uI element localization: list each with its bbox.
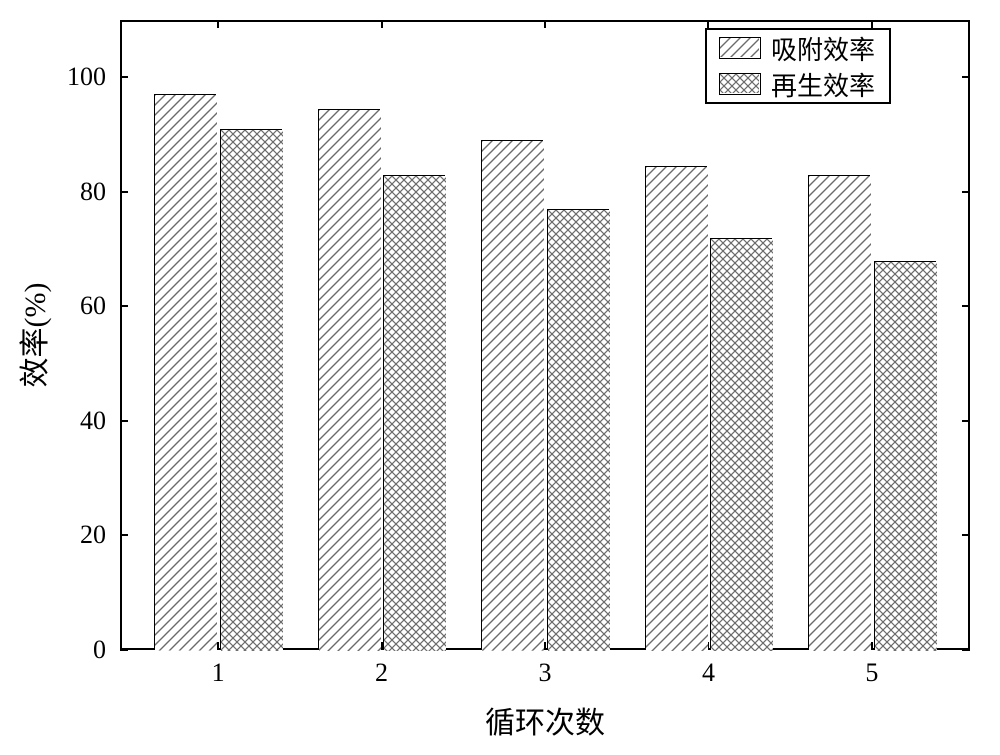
- x-tick-label: 3: [539, 658, 552, 688]
- x-tick: [871, 20, 873, 28]
- y-tick: [962, 534, 970, 536]
- y-tick-label: 20: [0, 520, 106, 550]
- x-axis-label: 循环次数: [485, 698, 605, 742]
- bar: [645, 166, 707, 650]
- legend: 吸附效率再生效率: [705, 28, 891, 104]
- y-tick: [962, 649, 970, 651]
- x-tick-label: 4: [702, 658, 715, 688]
- bar: [874, 261, 936, 650]
- y-tick: [120, 191, 128, 193]
- y-tick: [962, 191, 970, 193]
- y-axis-label: 效率(%): [10, 283, 54, 388]
- y-tick: [120, 420, 128, 422]
- bar: [154, 94, 216, 650]
- y-tick-label: 40: [0, 406, 106, 436]
- x-tick: [544, 20, 546, 28]
- bar: [318, 109, 380, 650]
- bar: [481, 140, 543, 650]
- bar: [383, 175, 445, 650]
- legend-item: 再生效率: [707, 66, 889, 102]
- bar: [547, 209, 609, 650]
- x-tick-label: 1: [212, 658, 225, 688]
- y-tick: [120, 649, 128, 651]
- bar: [808, 175, 870, 650]
- legend-label: 再生效率: [771, 66, 889, 103]
- bar-chart: 020406080100 12345 效率(%) 循环次数 吸附效率再生效率: [0, 0, 1000, 755]
- legend-swatch: [719, 73, 761, 95]
- x-tick: [381, 20, 383, 28]
- x-tick-label: 5: [865, 658, 878, 688]
- y-tick: [120, 534, 128, 536]
- y-tick-label: 100: [0, 62, 106, 92]
- y-tick: [962, 420, 970, 422]
- y-tick: [120, 305, 128, 307]
- legend-item: 吸附效率: [707, 30, 889, 66]
- bar: [710, 238, 772, 650]
- y-tick-label: 0: [0, 635, 106, 665]
- y-tick: [962, 76, 970, 78]
- y-tick-label: 80: [0, 177, 106, 207]
- x-tick-label: 2: [375, 658, 388, 688]
- legend-swatch: [719, 37, 761, 59]
- y-tick: [962, 305, 970, 307]
- y-tick: [120, 76, 128, 78]
- bar: [220, 129, 282, 650]
- x-tick: [707, 20, 709, 28]
- x-tick: [217, 20, 219, 28]
- legend-label: 吸附效率: [771, 30, 889, 67]
